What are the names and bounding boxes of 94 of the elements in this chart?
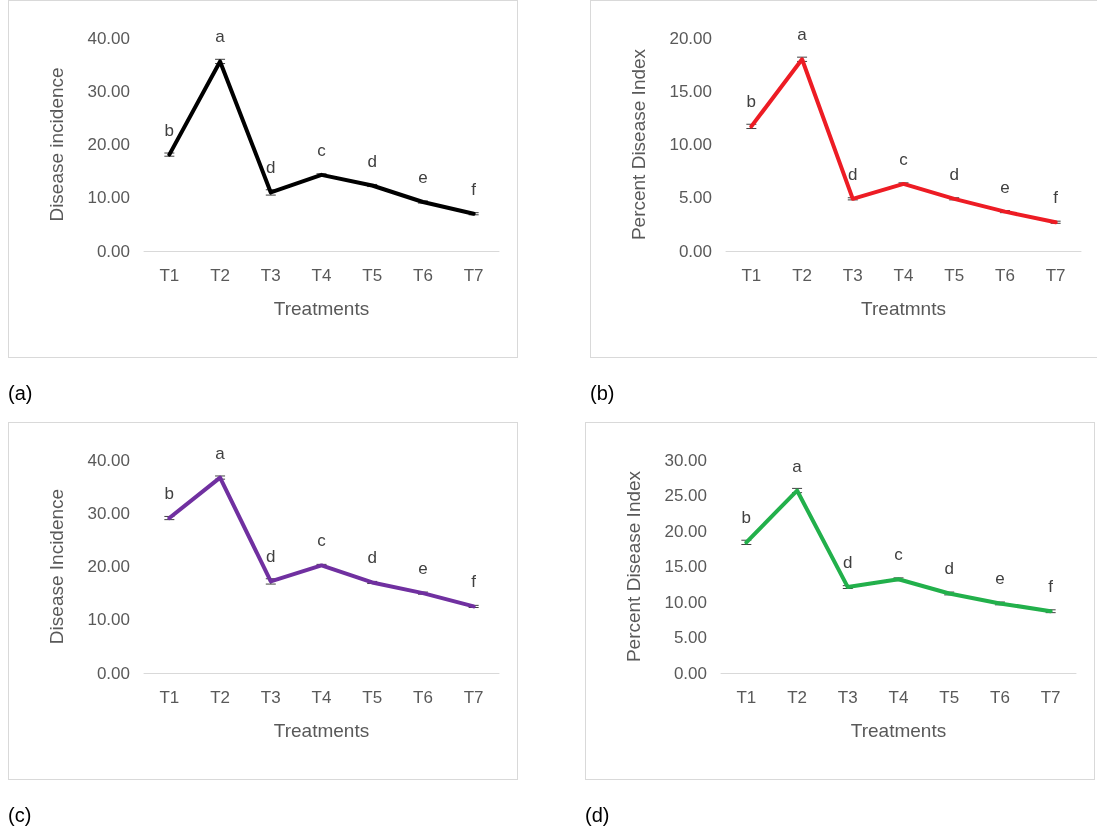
y-tick-label: 30.00 — [87, 503, 130, 523]
y-tick-label: 30.00 — [664, 450, 707, 470]
data-label: e — [1000, 177, 1010, 197]
x-tick-label: T7 — [1045, 266, 1066, 285]
line-series — [744, 488, 1053, 614]
y-tick-label: 10.00 — [669, 135, 712, 154]
data-label: c — [894, 545, 904, 565]
x-tick-label: T5 — [362, 266, 383, 285]
x-tick-label: T2 — [210, 688, 230, 707]
y-tick-label: 40.00 — [87, 450, 130, 470]
x-tick-label: T5 — [944, 266, 965, 285]
x-tick-label: T2 — [787, 688, 807, 707]
y-tick-label: 15.00 — [669, 81, 712, 101]
y-tick-label: 10.00 — [664, 592, 707, 612]
data-label: d — [949, 164, 959, 184]
x-tick-label: T7 — [1040, 688, 1061, 707]
x-tick-label: T5 — [362, 688, 383, 707]
data-label: d — [843, 553, 853, 573]
data-label: a — [797, 25, 808, 45]
x-tick-label: T3 — [260, 688, 281, 707]
y-tick-label: 5.00 — [678, 188, 712, 208]
x-tick-label: T4 — [311, 266, 332, 285]
x-axis-title: Treatmnts — [861, 298, 946, 319]
x-tick-label: T3 — [260, 266, 281, 285]
data-label: b — [164, 484, 175, 504]
data-label: a — [215, 443, 226, 463]
y-tick-label: 25.00 — [664, 486, 707, 505]
y-tick-label: 30.00 — [87, 81, 130, 101]
data-label: f — [1053, 188, 1059, 208]
x-tick-label: T3 — [837, 688, 858, 707]
data-label: c — [317, 140, 327, 160]
data-label: d — [266, 158, 276, 178]
x-tick-label: T4 — [888, 688, 909, 707]
data-label: e — [995, 569, 1005, 589]
x-tick-label: T6 — [413, 688, 433, 707]
data-label: d — [367, 548, 377, 568]
x-tick-label: T1 — [741, 266, 762, 285]
x-tick-label: T4 — [311, 688, 332, 707]
y-tick-label: 20.00 — [87, 135, 130, 154]
y-tick-label: 0.00 — [96, 241, 130, 261]
data-label: f — [471, 179, 477, 199]
data-label: c — [899, 149, 909, 169]
y-tick-label: 0.00 — [96, 663, 130, 683]
data-label: d — [944, 559, 954, 579]
y-tick-label: 20.00 — [87, 557, 130, 576]
data-label: a — [215, 27, 226, 47]
data-label: e — [418, 559, 428, 579]
y-tick-label: 10.00 — [87, 610, 130, 630]
x-axis-title: Treatments — [850, 720, 947, 741]
text: (a) — [8, 382, 33, 405]
y-axis-title: Percent Disease Index — [628, 48, 649, 241]
y-tick-label: 40.00 — [87, 28, 130, 48]
x-tick-label: T1 — [159, 266, 180, 285]
y-axis-title: Disease incidence — [46, 67, 67, 222]
text: (d) — [585, 804, 610, 827]
data-label: d — [266, 547, 276, 567]
x-tick-label: T7 — [463, 688, 484, 707]
y-tick-label: 15.00 — [664, 557, 707, 576]
data-label: b — [164, 120, 175, 140]
y-axis-title: Disease Incidence — [46, 488, 67, 645]
line-series — [167, 475, 476, 609]
y-tick-label: 10.00 — [87, 188, 130, 208]
y-tick-label: 20.00 — [664, 521, 707, 541]
text: (b) — [590, 382, 615, 405]
x-tick-label: T1 — [159, 688, 180, 707]
line-series — [749, 57, 1058, 225]
x-tick-label: T6 — [990, 688, 1010, 707]
y-tick-label: 20.00 — [669, 28, 712, 48]
x-tick-label: T6 — [413, 266, 433, 285]
x-tick-label: T2 — [792, 266, 812, 285]
x-tick-label: T2 — [210, 266, 230, 285]
text: (c) — [8, 804, 32, 827]
y-axis-title: Percent Disease Index — [623, 470, 644, 663]
x-tick-label: T6 — [995, 266, 1015, 285]
y-tick-label: 0.00 — [673, 663, 707, 683]
data-label: d — [848, 164, 858, 184]
data-label: b — [746, 92, 757, 112]
data-label: b — [741, 508, 752, 528]
x-axis-title: Treatments — [273, 720, 370, 741]
x-tick-label: T3 — [842, 266, 863, 285]
line-series — [167, 59, 476, 216]
data-label: a — [792, 456, 803, 476]
x-tick-label: T7 — [463, 266, 484, 285]
y-tick-label: 5.00 — [673, 628, 707, 647]
data-label: f — [471, 572, 477, 592]
data-label: f — [1048, 577, 1054, 597]
y-tick-label: 0.00 — [678, 241, 712, 261]
x-tick-label: T5 — [939, 688, 960, 707]
x-tick-label: T1 — [736, 688, 757, 707]
data-label: c — [317, 531, 327, 551]
data-label: d — [367, 151, 377, 171]
x-tick-label: T4 — [893, 266, 914, 285]
x-axis-title: Treatments — [273, 298, 370, 319]
data-label: e — [418, 168, 428, 188]
